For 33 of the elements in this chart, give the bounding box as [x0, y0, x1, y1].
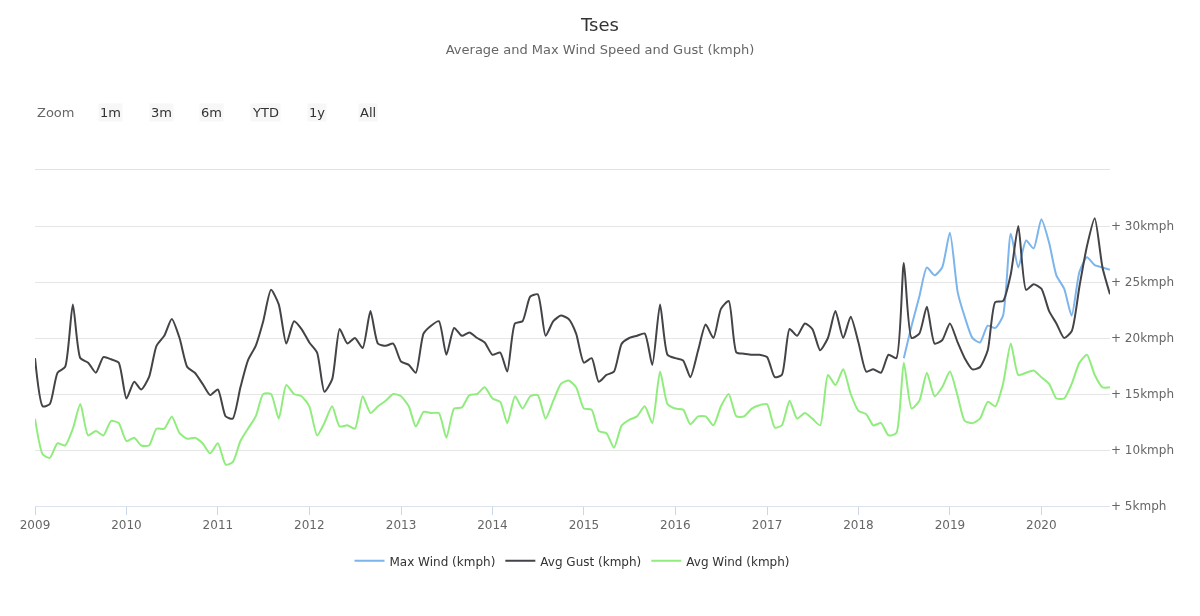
text: 1y — [309, 105, 326, 120]
x-tick-label: 2015 — [568, 518, 600, 533]
x-tick-label: 2011 — [202, 518, 234, 533]
line-series — [35, 342, 1110, 466]
x-tick-label: 2019 — [934, 518, 966, 533]
x-tick-label: 2009 — [19, 518, 51, 533]
legend-label: Avg Wind (kmph) — [686, 554, 790, 569]
x-tick-label: 2010 — [111, 518, 142, 533]
y-tick-label: + 20kmph — [1111, 331, 1174, 346]
y-tick-label: + 10kmph — [1111, 443, 1174, 458]
x-tick-label: 2018 — [843, 518, 874, 533]
y-tick-label: + 25kmph — [1111, 275, 1174, 290]
text: YTD — [252, 105, 279, 120]
legend-label: Avg Gust (kmph) — [540, 554, 642, 569]
y-tick-label: + 5kmph — [1111, 499, 1167, 514]
text: 1m — [100, 105, 121, 120]
text: All — [360, 105, 377, 120]
line-series — [902, 218, 1110, 360]
chart-subtitle: Average and Max Wind Speed and Gust (kmph) — [445, 42, 755, 58]
line-series — [35, 217, 1110, 420]
y-tick-label: + 30kmph — [1111, 219, 1174, 234]
y-tick-label: + 15kmph — [1111, 387, 1174, 402]
x-tick-label: 2016 — [660, 518, 691, 533]
x-tick-label: 2013 — [385, 518, 417, 533]
text: 3m — [151, 105, 172, 120]
chart-title: Tses — [580, 13, 619, 35]
x-tick-label: 2014 — [477, 518, 508, 533]
text: 6m — [201, 105, 222, 120]
text: Zoom — [37, 105, 75, 120]
x-tick-label: 2012 — [294, 518, 325, 533]
x-tick-label: 2017 — [751, 518, 783, 533]
x-tick-label: 2020 — [1026, 518, 1057, 533]
legend-label: Max Wind (kmph) — [389, 554, 496, 569]
